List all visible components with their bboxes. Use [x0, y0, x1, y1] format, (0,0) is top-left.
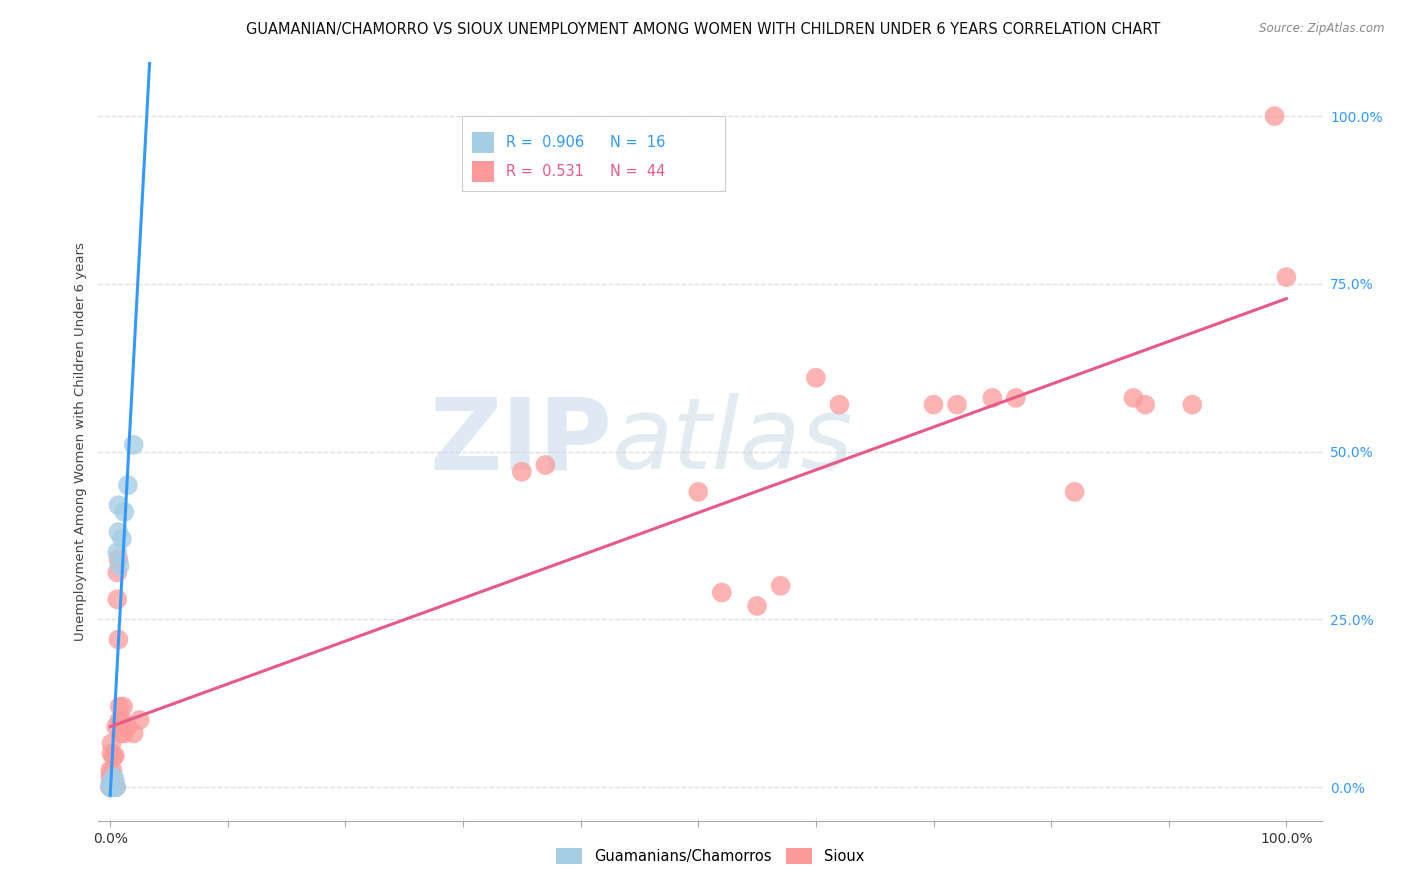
Point [981, 391, 1004, 405]
Legend: Guamanians/Chamorros, Sioux: Guamanians/Chamorros, Sioux [550, 843, 870, 871]
Point [98, 780, 121, 794]
Text: R =  0.531: R = 0.531 [506, 164, 583, 179]
Point [1275, 270, 1298, 285]
Point [111, 713, 134, 727]
Point [1063, 484, 1085, 499]
Text: R =  0.906: R = 0.906 [506, 135, 583, 150]
Point [1135, 398, 1157, 412]
Point [98, 770, 121, 784]
Point [98, 780, 121, 794]
Point [105, 545, 128, 559]
Text: Source: ZipAtlas.com: Source: ZipAtlas.com [1260, 22, 1385, 36]
Point [122, 726, 145, 740]
Point [117, 478, 139, 492]
Point [107, 525, 129, 540]
Point [108, 558, 131, 573]
Point [108, 699, 131, 714]
Point [107, 552, 129, 566]
Point [105, 780, 128, 794]
Bar [471, 161, 494, 182]
Point [128, 713, 150, 727]
Point [1264, 109, 1286, 123]
Point [100, 747, 122, 761]
Point [98, 764, 121, 778]
Text: N =  44: N = 44 [610, 164, 665, 179]
Text: GUAMANIAN/CHAMORRO VS SIOUX UNEMPLOYMENT AMONG WOMEN WITH CHILDREN UNDER 6 YEARS: GUAMANIAN/CHAMORRO VS SIOUX UNEMPLOYMENT… [246, 22, 1160, 37]
Point [103, 780, 125, 794]
FancyBboxPatch shape [461, 116, 724, 191]
Text: N =  16: N = 16 [610, 135, 665, 150]
Point [105, 592, 128, 607]
Point [688, 484, 710, 499]
Point [101, 780, 124, 794]
Point [534, 458, 557, 472]
Point [510, 465, 533, 479]
Point [1122, 391, 1144, 405]
Point [828, 398, 851, 412]
Point [103, 770, 125, 784]
Point [107, 632, 129, 647]
Point [103, 750, 125, 764]
Point [101, 764, 124, 778]
Point [108, 713, 131, 727]
Y-axis label: Unemployment Among Women with Children Under 6 years: Unemployment Among Women with Children U… [75, 242, 87, 641]
Point [105, 566, 128, 580]
Point [710, 585, 733, 599]
Point [745, 599, 768, 613]
Text: ZIP: ZIP [429, 393, 612, 490]
Point [98, 777, 121, 791]
Point [98, 780, 121, 794]
Point [112, 699, 135, 714]
Point [112, 505, 135, 519]
Point [122, 438, 145, 452]
Point [107, 498, 129, 512]
Point [117, 720, 139, 734]
Point [922, 398, 945, 412]
Point [100, 736, 122, 750]
Point [112, 726, 135, 740]
Bar [471, 132, 494, 153]
Point [769, 579, 792, 593]
Point [101, 780, 124, 794]
Point [104, 773, 127, 788]
Point [104, 748, 127, 763]
Point [104, 780, 127, 794]
Point [946, 398, 969, 412]
Point [105, 720, 128, 734]
Point [103, 780, 125, 794]
Point [804, 371, 827, 385]
Point [105, 780, 128, 794]
Text: atlas: atlas [612, 393, 853, 490]
Point [1181, 398, 1204, 412]
Point [111, 532, 134, 546]
Point [1004, 391, 1026, 405]
Point [110, 726, 132, 740]
